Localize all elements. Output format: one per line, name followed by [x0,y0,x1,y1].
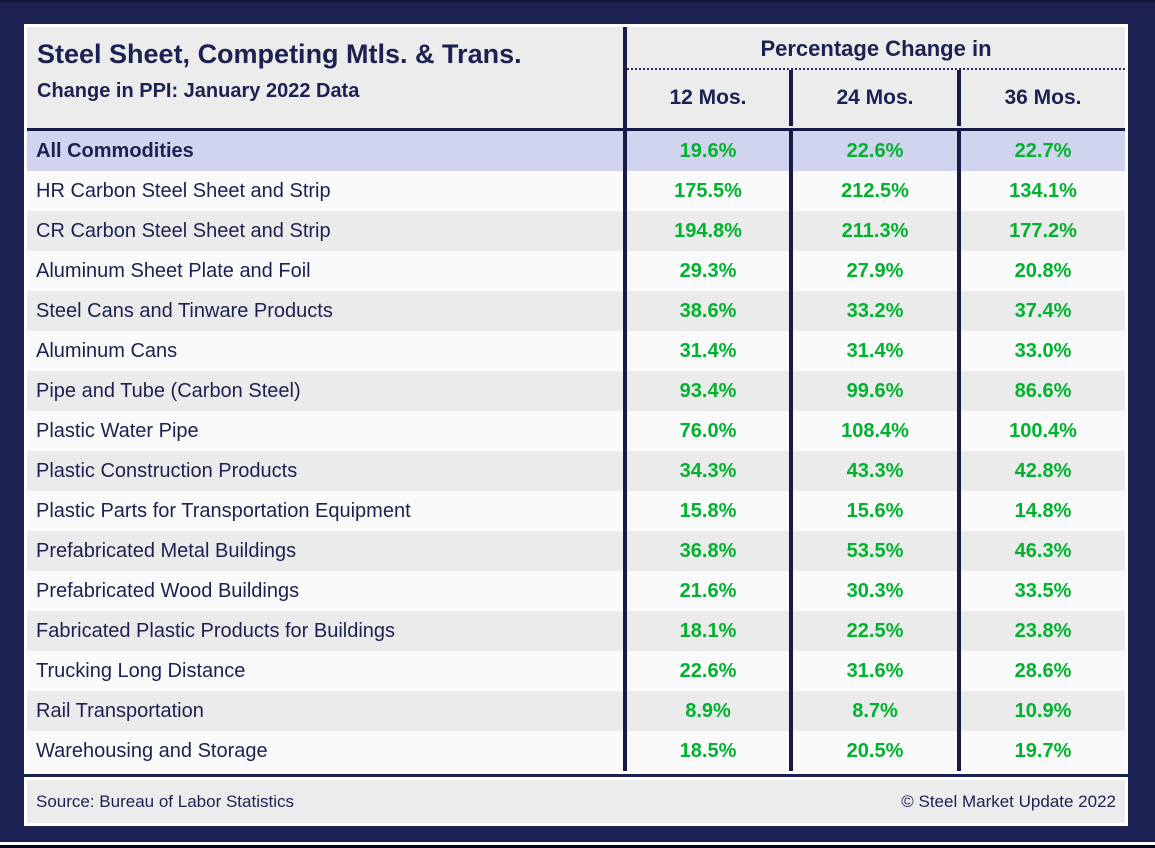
row-value-24mos: 53.5% [789,531,957,571]
row-value-24mos: 22.6% [789,131,957,171]
ppi-table: Steel Sheet, Competing Mtls. & Trans. Ch… [24,24,1128,774]
table-row: Aluminum Sheet Plate and Foil 29.3% 27.9… [27,251,1125,291]
row-label: Prefabricated Wood Buildings [36,580,300,602]
row-value-12mos: 8.9% [623,691,789,731]
table-row: HR Carbon Steel Sheet and Strip 175.5% 2… [27,171,1125,211]
row-value-24mos: 15.6% [789,491,957,531]
row-label: Fabricated Plastic Products for Building… [36,620,396,642]
row-value-12mos: 175.5% [623,171,789,211]
row-value-24mos: 22.5% [789,611,957,651]
row-value-24mos: 212.5% [789,171,957,211]
row-value-24mos: 211.3% [789,211,957,251]
row-value-36mos: 33.5% [957,571,1125,611]
row-label: Steel Cans and Tinware Products [36,300,333,322]
group-column-header: Percentage Change in [627,27,1125,70]
column-header-24mos: 24 Mos. [789,70,957,126]
column-header-36mos: 36 Mos. [957,70,1125,126]
row-value-36mos: 86.6% [957,371,1125,411]
row-label: Plastic Construction Products [36,460,298,482]
row-value-36mos: 10.9% [957,691,1125,731]
table-row: Fabricated Plastic Products for Building… [27,611,1125,651]
row-label: Trucking Long Distance [36,660,246,682]
row-value-36mos: 19.7% [957,731,1125,771]
table-row: All Commodities 19.6% 22.6% 22.7% [27,131,1125,171]
row-value-12mos: 93.4% [623,371,789,411]
row-value-36mos: 33.0% [957,331,1125,371]
table-row: Plastic Parts for Transportation Equipme… [27,491,1125,531]
row-value-12mos: 22.6% [623,651,789,691]
row-value-36mos: 100.4% [957,411,1125,451]
row-value-36mos: 46.3% [957,531,1125,571]
table-row: Warehousing and Storage 18.5% 20.5% 19.7… [27,731,1125,771]
row-value-24mos: 99.6% [789,371,957,411]
row-label: Aluminum Sheet Plate and Foil [36,260,311,282]
table-row: Aluminum Cans 31.4% 31.4% 33.0% [27,331,1125,371]
table-row: Pipe and Tube (Carbon Steel) 93.4% 99.6%… [27,371,1125,411]
row-value-12mos: 36.8% [623,531,789,571]
table-row: Plastic Water Pipe 76.0% 108.4% 100.4% [27,411,1125,451]
row-value-36mos: 134.1% [957,171,1125,211]
row-value-36mos: 20.8% [957,251,1125,291]
row-value-36mos: 22.7% [957,131,1125,171]
row-label: Warehousing and Storage [36,740,268,762]
row-label: Pipe and Tube (Carbon Steel) [36,380,301,402]
row-value-24mos: 30.3% [789,571,957,611]
table-header: Steel Sheet, Competing Mtls. & Trans. Ch… [27,27,1125,128]
table-subtitle: Change in PPI: January 2022 Data [37,79,360,102]
row-value-12mos: 31.4% [623,331,789,371]
table-row: Plastic Construction Products 34.3% 43.3… [27,451,1125,491]
row-label: Plastic Parts for Transportation Equipme… [36,500,411,522]
row-label: All Commodities [36,140,194,162]
bottom-black-line [0,845,1155,848]
table-title: Steel Sheet, Competing Mtls. & Trans. [37,39,522,69]
top-edge-line [0,0,1155,2]
row-value-24mos: 31.4% [789,331,957,371]
row-value-36mos: 14.8% [957,491,1125,531]
row-label: CR Carbon Steel Sheet and Strip [36,220,331,242]
table-header-right: Percentage Change in 12 Mos. 24 Mos. 36 … [623,27,1125,128]
row-value-36mos: 28.6% [957,651,1125,691]
table-header-left: Steel Sheet, Competing Mtls. & Trans. Ch… [27,27,623,128]
table-row: Prefabricated Metal Buildings 36.8% 53.5… [27,531,1125,571]
table-row: CR Carbon Steel Sheet and Strip 194.8% 2… [27,211,1125,251]
row-value-12mos: 34.3% [623,451,789,491]
row-value-12mos: 194.8% [623,211,789,251]
bottom-white-line [0,842,1155,845]
table-body: All Commodities 19.6% 22.6% 22.7% HR Car… [27,131,1125,771]
footer-bar: Source: Bureau of Labor Statistics © Ste… [24,777,1128,826]
row-label: HR Carbon Steel Sheet and Strip [36,180,331,202]
row-value-12mos: 29.3% [623,251,789,291]
row-value-24mos: 27.9% [789,251,957,291]
row-value-36mos: 37.4% [957,291,1125,331]
row-label: Plastic Water Pipe [36,420,199,442]
row-value-12mos: 18.1% [623,611,789,651]
table-row: Trucking Long Distance 22.6% 31.6% 28.6% [27,651,1125,691]
row-value-12mos: 76.0% [623,411,789,451]
row-value-12mos: 15.8% [623,491,789,531]
table-row: Prefabricated Wood Buildings 21.6% 30.3%… [27,571,1125,611]
row-value-24mos: 43.3% [789,451,957,491]
source-note: Source: Bureau of Labor Statistics [36,791,294,811]
row-value-24mos: 33.2% [789,291,957,331]
row-value-36mos: 177.2% [957,211,1125,251]
row-value-36mos: 42.8% [957,451,1125,491]
row-label: Prefabricated Metal Buildings [36,540,297,562]
row-label: Rail Transportation [36,700,204,722]
row-value-24mos: 20.5% [789,731,957,771]
column-header-12mos: 12 Mos. [669,86,747,109]
header-body-separator [27,128,1125,131]
row-label: Aluminum Cans [36,340,178,362]
row-value-24mos: 108.4% [789,411,957,451]
row-value-36mos: 23.8% [957,611,1125,651]
row-value-12mos: 21.6% [623,571,789,611]
row-value-24mos: 8.7% [789,691,957,731]
column-headers: 12 Mos. 24 Mos. 36 Mos. [627,70,1125,126]
row-value-12mos: 18.5% [623,731,789,771]
table-row: Steel Cans and Tinware Products 38.6% 33… [27,291,1125,331]
row-value-12mos: 38.6% [623,291,789,331]
row-value-12mos: 19.6% [623,131,789,171]
copyright-note: © Steel Market Update 2022 [901,791,1116,811]
row-value-24mos: 31.6% [789,651,957,691]
table-row: Rail Transportation 8.9% 8.7% 10.9% [27,691,1125,731]
